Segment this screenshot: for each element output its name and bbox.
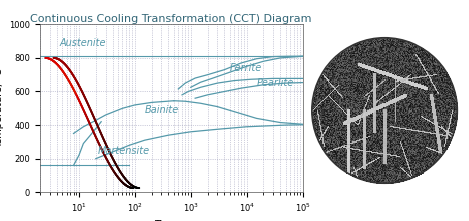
Text: Bainite: Bainite bbox=[144, 105, 179, 115]
Text: Pearlite: Pearlite bbox=[257, 78, 294, 88]
Text: Austenite: Austenite bbox=[60, 38, 106, 48]
Title: Continuous Cooling Transformation (CCT) Diagram: Continuous Cooling Transformation (CCT) … bbox=[30, 13, 312, 23]
Text: Martensite: Martensite bbox=[98, 147, 150, 156]
Y-axis label: Temperature, °C: Temperature, °C bbox=[0, 69, 4, 148]
Text: Ferrite: Ferrite bbox=[230, 63, 262, 73]
X-axis label: Time, s: Time, s bbox=[153, 220, 189, 221]
